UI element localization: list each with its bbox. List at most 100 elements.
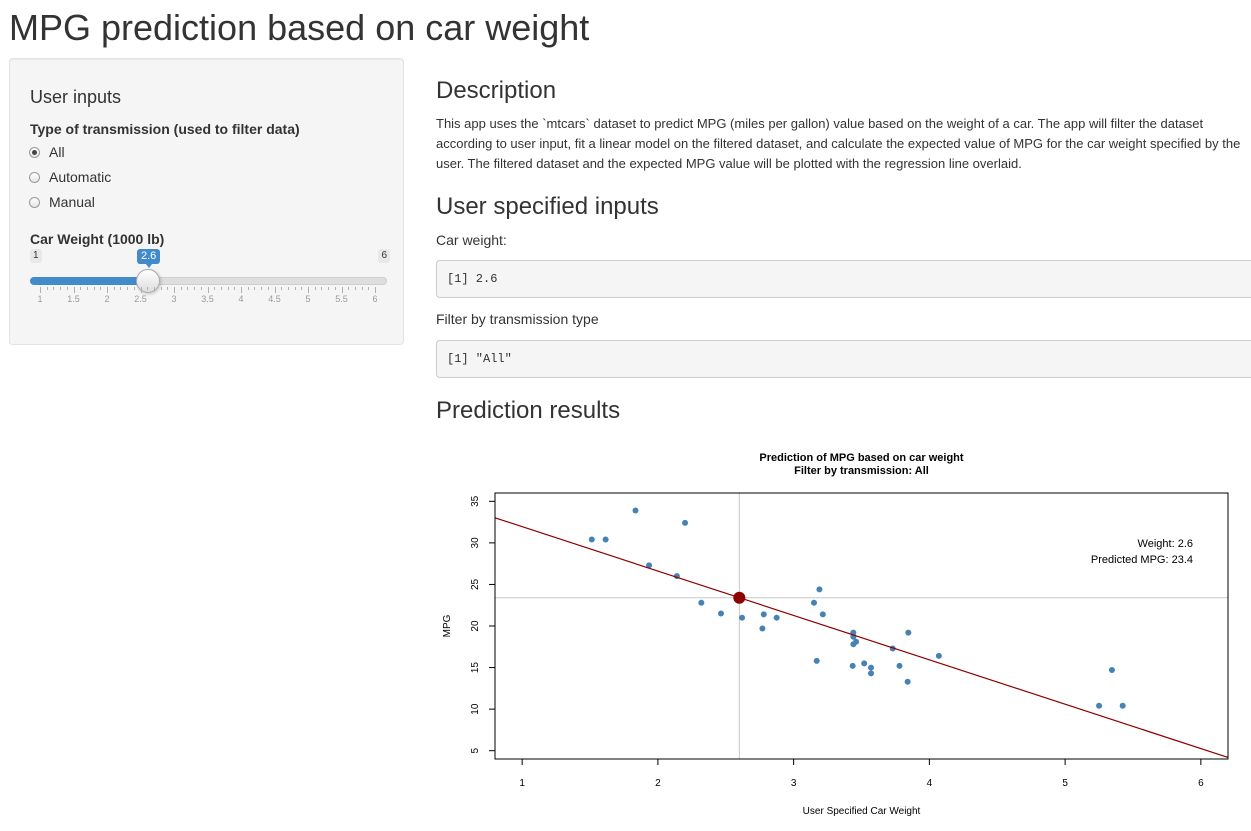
slider-value-label: 2.6 — [137, 249, 161, 268]
slider-grid-label: 3 — [171, 294, 177, 304]
slider-grid-label: 1 — [37, 294, 43, 304]
radio-manual-label: Manual — [49, 194, 95, 210]
data-point — [588, 536, 595, 543]
slider-grid-minor-tick — [86, 287, 88, 290]
slider-grid-minor-tick — [328, 287, 330, 290]
radio-all-label: All — [49, 144, 65, 160]
data-point — [905, 629, 912, 636]
slider-grid-minor-tick — [314, 287, 316, 290]
slider-grid-minor-tick — [267, 287, 269, 290]
y-tick-label: 10 — [470, 703, 481, 715]
radio-all-dot[interactable] — [29, 146, 40, 158]
slider-grid-minor-tick — [294, 287, 296, 290]
slider-grid-minor-tick — [194, 287, 196, 290]
x-tick-label: 6 — [1198, 778, 1204, 789]
slider-grid-minor-tick — [187, 287, 189, 290]
slider-grid-minor-tick — [113, 287, 115, 290]
slider-grid-minor-tick — [66, 287, 68, 290]
slider-grid-minor-tick — [120, 287, 122, 290]
transmission-label: Type of transmission (used to filter dat… — [30, 121, 300, 137]
data-point — [1096, 702, 1103, 709]
slider-grid-label: 2 — [104, 294, 110, 304]
radio-automatic-dot[interactable] — [29, 171, 40, 183]
data-point — [896, 662, 903, 669]
slider-grid-minor-tick — [53, 287, 55, 290]
y-tick-label: 35 — [470, 495, 481, 507]
slider-grid-minor-tick — [321, 287, 323, 290]
slider-grid-minor-tick — [80, 287, 82, 290]
radio-all[interactable]: All — [29, 143, 65, 161]
slider-grid-tick — [207, 287, 209, 293]
y-tick-label: 5 — [470, 747, 481, 753]
slider-grid-tick — [241, 287, 242, 293]
chart-title: Prediction of MPG based on car weight — [759, 452, 963, 464]
data-point — [718, 610, 725, 617]
slider-grid-tick — [73, 287, 75, 293]
data-point — [646, 562, 653, 569]
prediction-annotation: Weight: 2.6 — [1138, 538, 1193, 550]
weight-output-label: Car weight: — [436, 232, 507, 248]
slider-grid-minor-tick — [261, 287, 263, 290]
slider-bar[interactable] — [30, 277, 148, 285]
radio-automatic-label: Automatic — [49, 169, 112, 185]
data-point — [819, 611, 826, 618]
y-axis-label: MPG — [442, 614, 453, 637]
slider-grid-label: 4.5 — [268, 294, 281, 304]
slider-grid-tick — [308, 287, 309, 293]
slider-grid-minor-tick — [234, 287, 236, 290]
slider-grid-label: 5.5 — [335, 294, 348, 304]
y-tick-label: 25 — [470, 578, 481, 590]
data-point — [759, 625, 766, 632]
slider-grid-minor-tick — [133, 287, 135, 290]
filter-output: [1] "All" — [436, 340, 1251, 378]
slider-grid-minor-tick — [281, 287, 283, 290]
filter-output-label: Filter by transmission type — [436, 311, 599, 327]
slider-grid-minor-tick — [368, 287, 370, 290]
slider-grid-tick — [341, 287, 343, 293]
plot-frame — [494, 492, 1229, 760]
slider-handle[interactable] — [136, 269, 160, 293]
slider-grid-minor-tick — [361, 287, 363, 290]
y-tick-label: 30 — [470, 537, 481, 549]
data-point — [816, 586, 823, 593]
weight-output: [1] 2.6 — [436, 260, 1251, 298]
chart-subtitle: Filter by transmission: All — [794, 465, 929, 477]
sidebar-panel: User inputs Type of transmission (used t… — [9, 58, 404, 345]
slider-grid-minor-tick — [247, 287, 249, 290]
slider-grid-minor-tick — [153, 287, 155, 290]
prediction-point — [733, 591, 746, 604]
slider-grid-minor-tick — [46, 287, 48, 290]
y-tick-label: 15 — [470, 662, 481, 674]
data-point — [773, 614, 780, 621]
slider-grid-minor-tick — [287, 287, 289, 290]
data-point — [632, 507, 639, 514]
data-point — [698, 599, 705, 606]
radio-manual-dot[interactable] — [29, 196, 40, 208]
y-tick-label: 20 — [470, 620, 481, 632]
data-point — [602, 536, 609, 543]
description-text: This app uses the `mtcars` dataset to pr… — [436, 116, 1241, 171]
slider-grid-label: 4 — [238, 294, 244, 304]
data-point — [935, 652, 942, 659]
slider-grid-label: 1.5 — [67, 294, 80, 304]
data-point — [760, 611, 767, 618]
prediction-annotation: Predicted MPG: 23.4 — [1091, 554, 1193, 566]
slider-grid-label: 6 — [372, 294, 378, 304]
data-point — [861, 660, 868, 667]
slider-grid-tick — [140, 287, 142, 293]
slider-grid-minor-tick — [214, 287, 216, 290]
weight-slider[interactable]: 1 6 2.6 1 1.5 2 2.5 3 3.5 4 4.5 5 5.5 6 — [30, 249, 390, 309]
slider-grid-minor-tick — [167, 287, 169, 290]
slider-grid-minor-tick — [93, 287, 95, 290]
radio-automatic[interactable]: Automatic — [29, 168, 111, 186]
x-tick-label: 3 — [791, 778, 797, 789]
sidebar-heading: User inputs — [30, 87, 122, 107]
page-title: MPG prediction based on car weight — [9, 7, 590, 48]
radio-manual[interactable]: Manual — [29, 193, 95, 211]
slider-grid: 1 1.5 2 2.5 3 3.5 4 4.5 5 5.5 6 — [30, 287, 390, 309]
x-axis-label: User Specified Car Weight — [803, 806, 921, 817]
slider-grid-minor-tick — [200, 287, 202, 290]
data-point — [850, 641, 857, 648]
data-point — [904, 678, 911, 685]
inputs-heading: User specified inputs — [436, 193, 659, 220]
